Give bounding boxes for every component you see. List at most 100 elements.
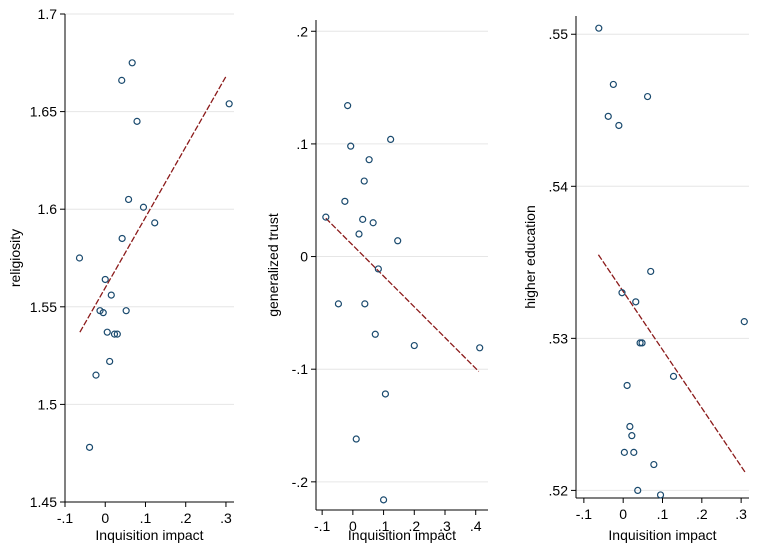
religiosity-x-tick-label: .1 bbox=[140, 510, 152, 526]
generalized-trust-data-point bbox=[360, 177, 368, 185]
religiosity-y-tick-label: 1.55 bbox=[30, 299, 57, 315]
generalized-trust-data-point bbox=[394, 237, 402, 245]
generalized-trust-x-tick-label: .3 bbox=[439, 518, 451, 534]
religiosity-data-point bbox=[75, 254, 84, 262]
higher-education-x-tick-label: 0 bbox=[619, 506, 627, 522]
generalized-trust-data-point bbox=[476, 344, 484, 352]
higher-education-data-point bbox=[669, 372, 678, 380]
generalized-trust-data-point bbox=[344, 102, 352, 110]
religiosity-y-tick-label: 1.5 bbox=[38, 396, 58, 412]
higher-education-data-point bbox=[595, 24, 603, 32]
higher-education-data-point bbox=[630, 448, 638, 456]
higher-education-x-tick-label: .3 bbox=[735, 506, 747, 522]
generalized-trust-x-tick-label: -.1 bbox=[314, 518, 331, 534]
generalized-trust-data-point bbox=[352, 435, 360, 443]
generalized-trust-data-point bbox=[365, 156, 373, 164]
generalized-trust-y-tick-label: .1 bbox=[296, 136, 308, 152]
generalized-trust-y-tick-label: 0 bbox=[300, 249, 308, 265]
generalized-trust-x-axis-title: Inquisition impact bbox=[348, 527, 456, 543]
religiosity-y-tick-label: 1.6 bbox=[38, 201, 58, 217]
religiosity-data-point bbox=[103, 328, 111, 336]
higher-education-data-point bbox=[643, 92, 652, 101]
religiosity-data-point bbox=[128, 59, 136, 67]
generalized-trust-y-axis-title: generalized trust bbox=[265, 213, 281, 317]
generalized-trust-data-point bbox=[361, 300, 369, 308]
religiosity-x-tick-label: .2 bbox=[180, 510, 192, 526]
higher-education-data-point bbox=[634, 486, 642, 494]
religiosity-x-tick-label: .3 bbox=[220, 510, 232, 526]
higher-education-data-point bbox=[609, 80, 617, 89]
religiosity-fit-line bbox=[79, 76, 227, 333]
higher-education-data-point bbox=[740, 318, 748, 326]
generalized-trust-data-point bbox=[359, 215, 367, 223]
religiosity-data-point bbox=[101, 275, 109, 284]
religiosity-data-point bbox=[106, 357, 114, 366]
religiosity-data-point bbox=[99, 309, 107, 317]
higher-education-x-tick-label: .2 bbox=[696, 506, 708, 522]
higher-education-x-axis-title: Inquisition impact bbox=[608, 527, 716, 543]
generalized-trust-x-tick-label: .1 bbox=[378, 518, 390, 534]
generalized-trust-data-point bbox=[347, 142, 355, 150]
higher-education-data-point bbox=[636, 339, 644, 347]
higher-education-data-point bbox=[615, 121, 623, 130]
generalized-trust-data-point bbox=[410, 341, 418, 350]
religiosity-data-point bbox=[107, 291, 115, 299]
higher-education-data-point bbox=[656, 491, 665, 499]
higher-education-data-point bbox=[632, 298, 640, 306]
religiosity-data-point bbox=[122, 307, 130, 315]
generalized-trust-x-tick-label: 0 bbox=[349, 518, 357, 534]
higher-education-data-point bbox=[604, 112, 612, 120]
generalized-trust-data-point bbox=[387, 135, 395, 144]
higher-education-y-axis-title: higher education bbox=[522, 205, 538, 309]
religiosity-panel: 1.45 1.5 1.55 1.6 1.65 1.7 -.1 0 .1 .2 .3 Inquisiti… bbox=[7, 6, 234, 543]
religiosity-x-tick-label: -.1 bbox=[57, 510, 74, 526]
generalized-trust-data-point bbox=[379, 496, 388, 504]
generalized-trust-y-tick-label: -.1 bbox=[292, 361, 309, 377]
religiosity-data-point bbox=[85, 443, 94, 451]
higher-education-data-point bbox=[628, 432, 636, 440]
generalized-trust-fit-line bbox=[325, 217, 480, 372]
higher-education-data-point bbox=[647, 267, 655, 276]
religiosity-data-point bbox=[133, 117, 141, 125]
generalized-trust-y-tick-label: .2 bbox=[296, 23, 308, 39]
generalized-trust-data-point bbox=[369, 219, 377, 227]
generalized-trust-data-point bbox=[322, 213, 330, 221]
generalized-trust-data-point bbox=[371, 330, 379, 338]
higher-education-x-tick-label: .1 bbox=[657, 506, 669, 522]
higher-education-y-tick-label: .54 bbox=[549, 178, 569, 194]
religiosity-data-point bbox=[118, 234, 126, 243]
higher-education-data-point bbox=[650, 460, 658, 469]
religiosity-y-tick-label: 1.65 bbox=[30, 104, 57, 120]
religiosity-data-point bbox=[124, 195, 133, 204]
higher-education-data-point bbox=[618, 289, 626, 297]
generalized-trust-x-tick-label: .2 bbox=[408, 518, 420, 534]
generalized-trust-data-point bbox=[334, 300, 343, 308]
religiosity-data-point bbox=[118, 76, 126, 84]
generalized-trust-x-tick-label: .4 bbox=[470, 518, 482, 534]
religiosity-data-point bbox=[92, 371, 100, 379]
higher-education-data-point bbox=[626, 422, 634, 431]
higher-education-data-point bbox=[620, 448, 628, 456]
generalized-trust-data-point bbox=[355, 230, 363, 238]
higher-education-x-tick-label: -.1 bbox=[576, 506, 593, 522]
religiosity-data-point bbox=[139, 203, 148, 211]
religiosity-x-axis-title: Inquisition impact bbox=[95, 527, 203, 543]
generalized-trust-data-point bbox=[341, 197, 349, 205]
generalized-trust-data-point bbox=[381, 390, 390, 398]
religiosity-y-tick-label: 1.45 bbox=[30, 494, 57, 510]
generalized-trust-panel: -.2 -.1 0 .1 .2 -.1 0 .1 .2 .3 .4 Inquisition impac… bbox=[265, 20, 488, 543]
religiosity-data-point bbox=[110, 330, 119, 338]
religiosity-data-point bbox=[151, 219, 159, 227]
higher-education-fit-line bbox=[597, 254, 746, 473]
religiosity-data-point bbox=[225, 100, 233, 108]
religiosity-y-axis-title: religiosity bbox=[7, 229, 23, 287]
higher-education-y-tick-label: .53 bbox=[549, 330, 569, 346]
higher-education-y-tick-label: .52 bbox=[549, 482, 569, 498]
generalized-trust-data-point bbox=[374, 265, 382, 273]
higher-education-data-point bbox=[623, 381, 631, 390]
higher-education-panel: .52 .53 .54 .55 -.1 0 .1 .2 .3 Inquisition impact… bbox=[522, 16, 749, 543]
religiosity-y-tick-label: 1.7 bbox=[38, 6, 58, 22]
religiosity-data-point bbox=[113, 330, 121, 338]
